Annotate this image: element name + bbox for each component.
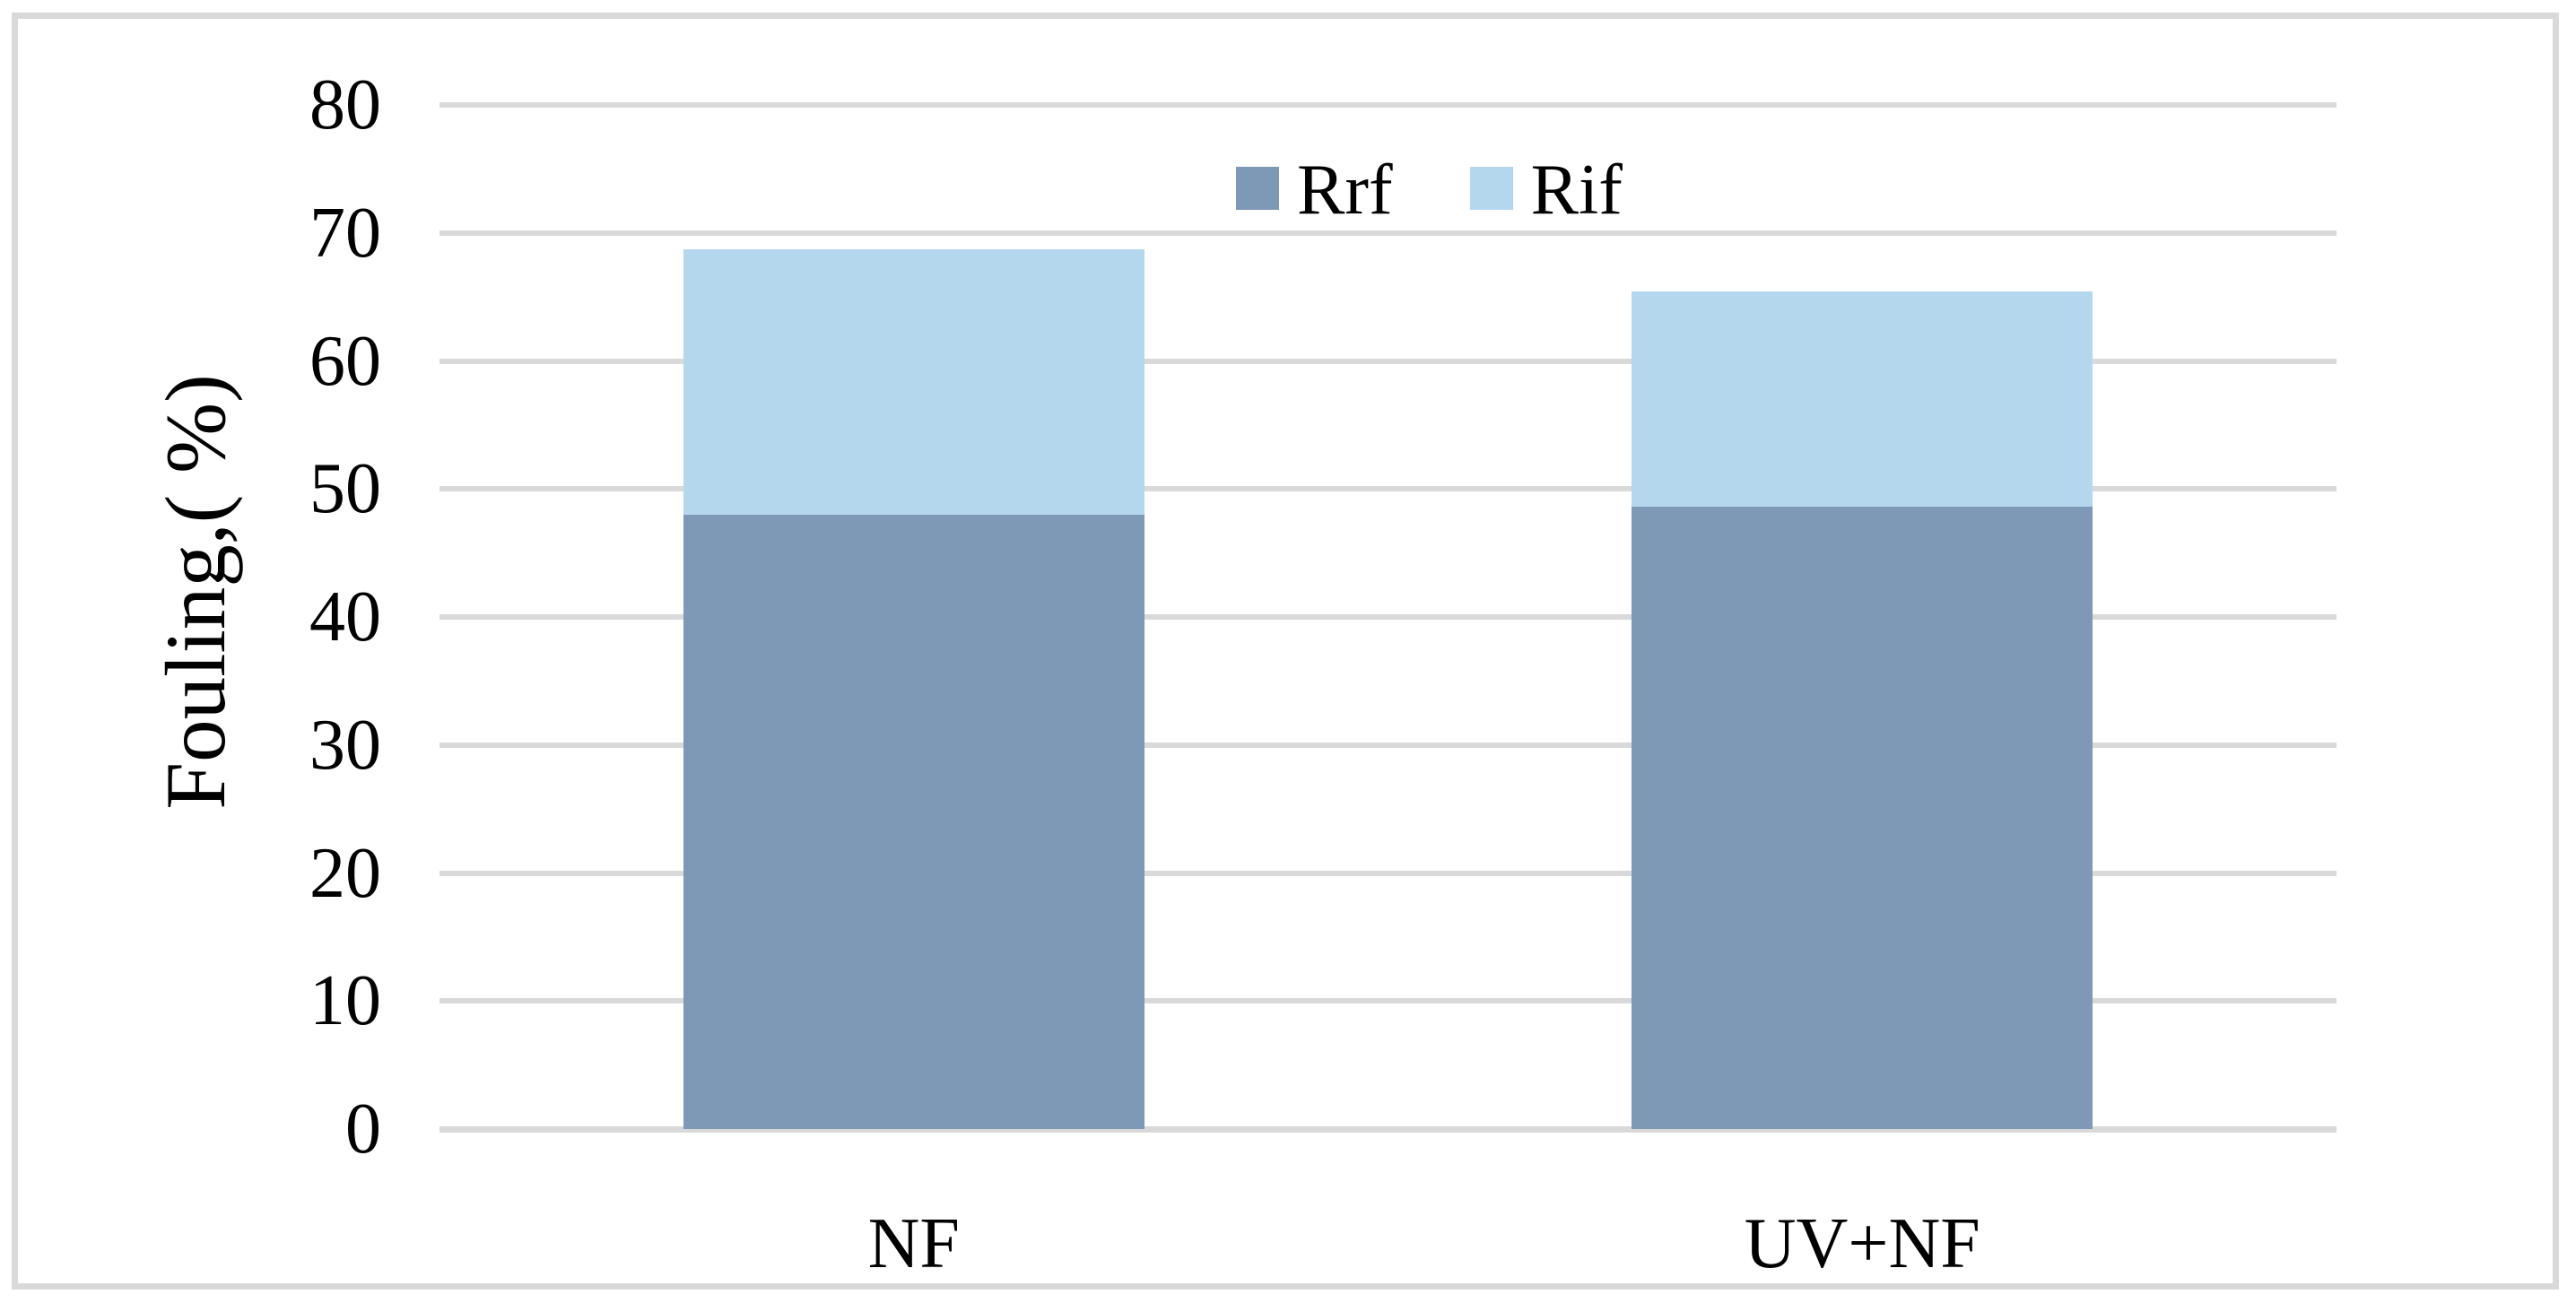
legend-item-Rif: Rif [1469,151,1623,230]
legend-swatch-icon [1469,167,1513,210]
y-tick-label: 0 [345,1090,381,1168]
bar-segment-Rif-NF [683,249,1144,515]
legend-item-Rrf: Rrf [1236,152,1393,228]
bar-segment-Rif-UV+NF [1632,291,2093,508]
bar-segment-Rrf-UV+NF [1632,507,2093,1129]
y-tick-label: 80 [309,65,381,144]
y-tick-label: 70 [309,193,381,273]
gridline [439,102,2337,108]
legend-swatch-icon [1236,167,1279,210]
chart-border [12,13,2559,1290]
gridline [439,486,2337,492]
gridline [439,998,2337,1004]
x-tick-label-NF: NF [867,1204,960,1283]
y-tick-label: 50 [309,449,381,529]
gridline [439,870,2337,876]
legend: Rrf Rif [1236,152,1623,228]
gridline [439,742,2337,748]
x-axis-line [439,1125,2337,1133]
gridline [439,230,2337,236]
bar-segment-Rrf-NF [683,514,1144,1129]
y-tick-label: 40 [309,578,381,656]
y-tick-label: 10 [309,961,381,1041]
y-tick-label: 20 [309,833,381,913]
gridline [439,358,2337,364]
y-tick-label: 60 [309,321,381,401]
legend-label: Rif [1530,151,1623,230]
y-tick-label: 30 [309,705,381,785]
legend-label: Rrf [1297,151,1393,230]
gridline [439,614,2337,620]
x-tick-label-UV+NF: UV+NF [1744,1204,1980,1283]
